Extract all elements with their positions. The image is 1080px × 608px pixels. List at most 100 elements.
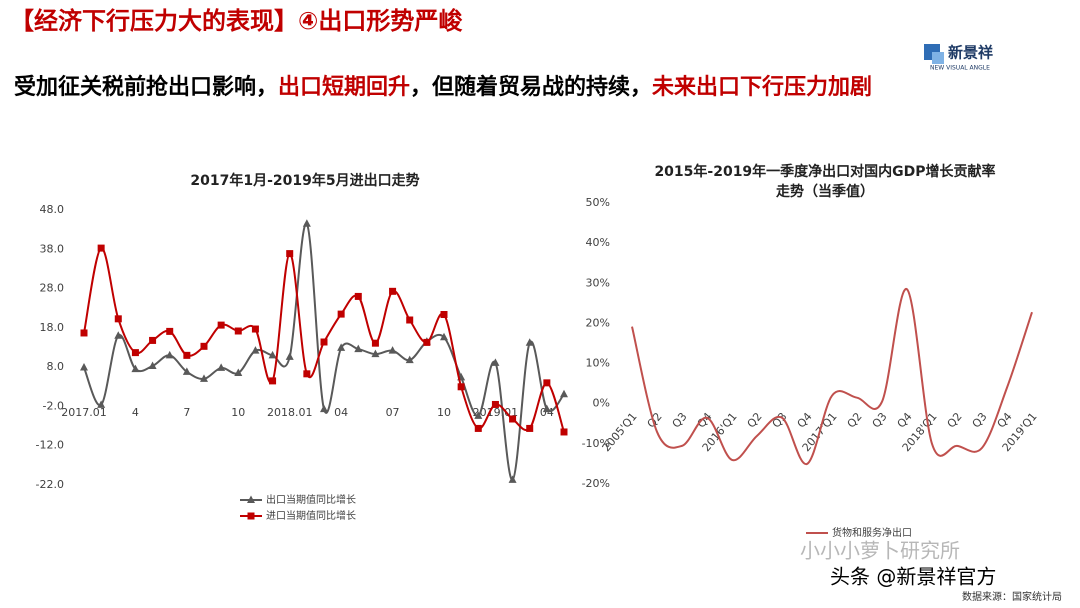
data-point — [474, 424, 482, 432]
legend-label: 货物和服务净出口 — [832, 526, 912, 539]
data-point — [320, 404, 328, 413]
data-point — [474, 411, 483, 419]
x-tick-label: Q4 — [795, 410, 815, 430]
legend-label: 进口当期值同比增长 — [266, 509, 356, 522]
data-point — [320, 338, 328, 346]
y-tick-label: -12.0 — [36, 439, 64, 452]
y-tick-label: -2.0 — [43, 399, 64, 412]
series-line — [83, 222, 565, 481]
x-tick-label: 7 — [183, 406, 190, 419]
x-tick-label: Q2 — [745, 410, 765, 430]
x-tick-label: Q2 — [945, 410, 965, 430]
y-tick-label: 30% — [586, 276, 610, 289]
data-point — [525, 338, 534, 346]
data-point — [182, 367, 191, 375]
data-point — [251, 346, 260, 354]
y-tick-label: -22.0 — [36, 478, 64, 491]
data-point — [166, 327, 174, 335]
x-tick-label: 4 — [132, 406, 139, 419]
data-point — [371, 339, 379, 347]
data-point — [131, 364, 140, 373]
data-point — [285, 352, 294, 360]
chart-subtitle: 走势（当季值） — [776, 183, 874, 200]
x-tick-label: 10 — [231, 406, 245, 419]
data-point — [560, 389, 568, 398]
data-point — [149, 336, 157, 344]
logo-text: 新景祥 — [948, 44, 993, 62]
y-tick-label: 28.0 — [40, 282, 65, 295]
data-point — [560, 428, 568, 436]
subtitle-part: 受加征关税前抢出口影响， — [14, 74, 278, 100]
x-tick-label: 07 — [386, 406, 400, 419]
slide-subtitle: 受加征关税前抢出口影响，出口短期回升，但随着贸易战的持续，未来出口下行压力加剧 — [14, 74, 872, 100]
data-point — [200, 342, 208, 350]
data-point — [440, 332, 448, 341]
legend-label: 出口当期值同比增长 — [266, 493, 356, 506]
legend-marker — [247, 495, 255, 503]
data-point — [268, 350, 277, 359]
data-point — [388, 346, 397, 354]
account-mark: 头条 @新景祥官方 — [830, 565, 996, 589]
data-point — [234, 327, 242, 335]
subtitle-part: 出口短期回升 — [278, 75, 410, 100]
subtitle-part: 未来出口下行压力加剧 — [652, 74, 872, 100]
data-point — [509, 415, 517, 423]
x-tick-label: 2019.01 — [473, 406, 519, 419]
data-point — [526, 424, 534, 432]
slide-title: 【经济下行压力大的表现】④出口形势严峻 — [10, 7, 463, 35]
logo-icon — [932, 52, 944, 64]
y-tick-label: 8.0 — [47, 360, 65, 373]
data-point — [251, 325, 259, 333]
data-point — [80, 363, 88, 371]
data-point — [165, 350, 174, 359]
x-tick-label: 04 — [334, 406, 348, 419]
logo: 新景祥 NEW VISUAL ANGLE — [924, 44, 993, 72]
data-point — [286, 250, 294, 258]
data-point — [269, 377, 277, 385]
x-tick-label: 2005'Q1 — [600, 410, 640, 454]
subtitle-part: ，但随着贸易战的持续， — [410, 74, 652, 100]
y-tick-label: -20% — [582, 477, 610, 490]
y-tick-label: 48.0 — [40, 203, 65, 216]
y-tick-label: 0% — [593, 397, 610, 410]
data-point — [508, 475, 517, 483]
data-point — [183, 351, 191, 359]
y-tick-label: -10% — [582, 437, 610, 450]
x-tick-label: Q3 — [670, 410, 690, 430]
x-tick-label: 04 — [540, 406, 554, 419]
y-tick-label: 10% — [586, 357, 610, 370]
chart-title: 2015年-2019年一季度净出口对国内GDP增长贡献率 — [654, 163, 995, 180]
data-point — [354, 344, 363, 353]
x-tick-label: Q4 — [895, 410, 915, 430]
data-point — [423, 338, 431, 346]
legend-marker — [247, 512, 255, 520]
data-point — [148, 361, 157, 369]
y-tick-label: 18.0 — [40, 321, 65, 334]
data-point — [337, 343, 346, 351]
x-tick-label: Q4 — [695, 410, 715, 430]
series-line — [631, 288, 1033, 465]
data-point — [542, 404, 551, 413]
data-point — [114, 315, 122, 323]
x-tick-label: Q3 — [970, 410, 990, 430]
data-point — [406, 316, 414, 324]
x-tick-label: 10 — [437, 406, 451, 419]
data-point — [337, 310, 345, 318]
data-point — [371, 349, 380, 358]
data-point — [491, 400, 499, 408]
data-point — [440, 311, 448, 318]
logo-subtext: NEW VISUAL ANGLE — [930, 65, 990, 72]
y-tick-label: 50% — [586, 196, 610, 209]
data-point — [97, 400, 106, 408]
x-tick-label: 2018.01 — [267, 406, 313, 419]
y-tick-label: 40% — [586, 236, 610, 249]
data-point — [80, 329, 88, 337]
data-point — [200, 374, 208, 382]
chart-title: 2017年1月-2019年5月进出口走势 — [190, 172, 419, 189]
x-tick-label: Q2 — [845, 410, 865, 430]
watermark: 小小小萝卜研究所 — [800, 539, 960, 563]
y-tick-label: 20% — [586, 316, 610, 329]
data-point — [457, 383, 465, 391]
data-point — [491, 358, 500, 366]
